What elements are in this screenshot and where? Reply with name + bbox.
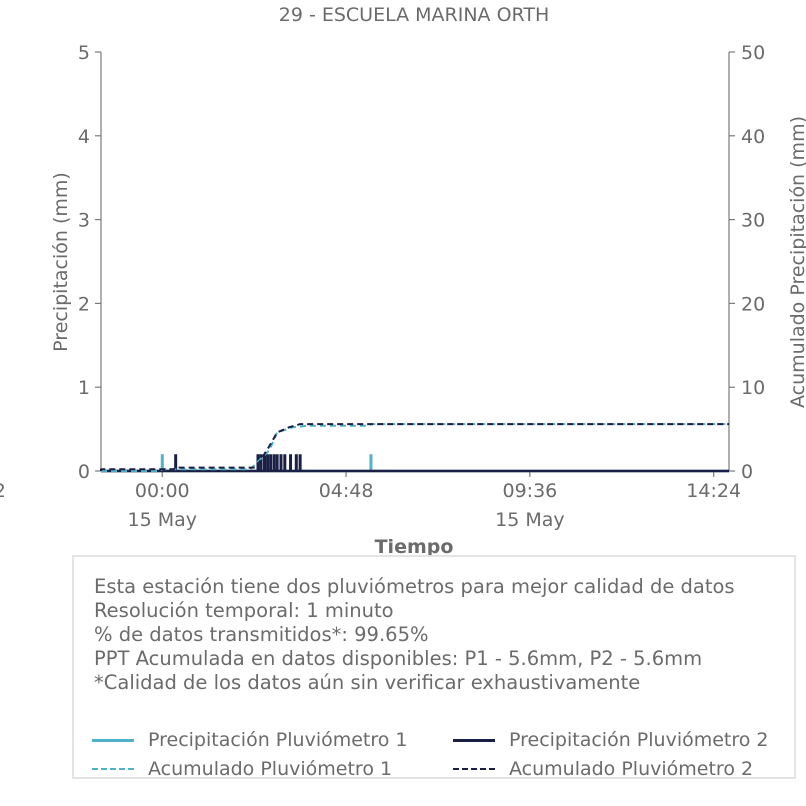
legend-label: Precipitación Pluviómetro 2	[509, 729, 769, 751]
chart-title: 29 - ESCUELA MARINA ORTH	[279, 4, 550, 26]
y-right-tick-label: 0	[741, 461, 753, 483]
info-text: Esta estación tiene dos pluviómetros par…	[94, 575, 735, 695]
y-left-tick-label: 5	[78, 42, 90, 64]
legend-swatch-precip-p2	[453, 738, 495, 742]
y-left-tick-label: 2	[78, 293, 90, 315]
x-tick-label: 09:36	[502, 480, 557, 502]
legend-item-accum-p1: Acumulado Pluviómetro 1	[92, 758, 392, 780]
cumulative-line	[101, 423, 729, 472]
info-line-two-gauges: Esta estación tiene dos pluviómetros par…	[94, 575, 735, 598]
info-line-resolution: Resolución temporal: 1 minuto	[94, 599, 394, 622]
y-right-tick-label: 30	[741, 210, 765, 232]
precipitation-chart: 29 - ESCUELA MARINA ORTH 012345010203040…	[0, 4, 806, 558]
x-tick-label: 00:00	[135, 480, 190, 502]
y-axis-left-label: Precipitación (mm)	[50, 172, 72, 352]
y-right-tick-label: 10	[741, 377, 765, 399]
chart-marks	[100, 423, 729, 473]
legend-swatch-accum-p2	[453, 768, 495, 770]
info-line-quality-note: *Calidad de los datos aún sin verificar …	[94, 671, 641, 694]
legend-swatch-accum-p1	[92, 768, 134, 770]
x-tick-label: 14:24	[686, 480, 741, 502]
info-legend-box: Esta estación tiene dos pluviómetros par…	[72, 555, 796, 780]
legend-label: Acumulado Pluviómetro 1	[148, 758, 393, 780]
legend-label: Precipitación Pluviómetro 1	[148, 729, 408, 751]
y-left-tick-label: 3	[78, 210, 90, 232]
x-tick-sublabel: 15 May	[495, 509, 565, 531]
cumulative-line	[100, 423, 729, 471]
y-right-tick-label: 20	[741, 293, 765, 315]
x-tick-label: 04:48	[319, 480, 374, 502]
x-tick-label: 19:12	[0, 480, 6, 502]
y-right-tick-label: 40	[741, 126, 765, 148]
y-left-tick-label: 1	[78, 377, 90, 399]
info-line-transmitted: % de datos transmitidos*: 99.65%	[94, 623, 429, 646]
y-axis-right-label: Acumulado Precipitación (mm)	[787, 116, 806, 408]
legend-swatch-precip-p1	[92, 738, 134, 742]
y-right-tick-label: 50	[741, 42, 765, 64]
legend-label: Acumulado Pluviómetro 2	[509, 758, 754, 780]
info-line-accumulated: PPT Acumulada en datos disponibles: P1 -…	[94, 647, 703, 670]
x-axis-label: Tiempo	[375, 536, 454, 558]
legend-item-accum-p2: Acumulado Pluviómetro 2	[453, 758, 753, 780]
y-left-tick-label: 4	[78, 126, 90, 148]
y-left-tick-label: 0	[78, 461, 90, 483]
legend-item-precip-p1: Precipitación Pluviómetro 1	[92, 729, 408, 751]
legend-item-precip-p2: Precipitación Pluviómetro 2	[453, 729, 769, 751]
x-tick-sublabel: 15 May	[128, 509, 198, 531]
